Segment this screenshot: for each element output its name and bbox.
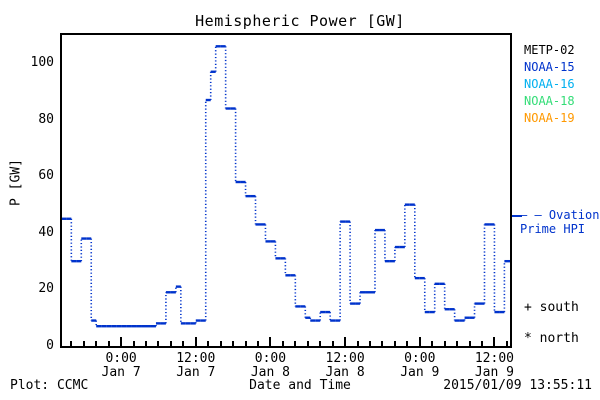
x-tick-minor [207, 341, 210, 346]
x-tick-minor [281, 341, 284, 346]
x-tick-time: 12:00 [474, 351, 514, 366]
x-tick-label: 12:00 Jan 8 [300, 352, 390, 380]
x-tick-minor [443, 341, 446, 346]
timestamp: 2015/01/09 13:55:11 [443, 378, 592, 393]
legend-item-noaa-18: NOAA-18 [524, 94, 575, 108]
x-tick-minor [132, 341, 135, 346]
x-tick-minor [169, 341, 172, 346]
x-tick-minor [294, 341, 297, 346]
x-tick-major [120, 337, 123, 346]
x-tick-minor [406, 341, 409, 346]
x-tick-minor [393, 341, 396, 346]
x-tick-minor [182, 341, 185, 346]
legend-item-metp-02: METP-02 [524, 43, 575, 57]
x-tick-time: 0:00 [105, 351, 137, 366]
page-title: Hemispheric Power [GW] [195, 12, 405, 30]
y-tick-label: 100 [30, 55, 54, 71]
x-tick-minor [82, 341, 85, 346]
ovation-legend: — — Ovation Prime HPI [520, 208, 600, 236]
x-tick-minor [481, 341, 483, 346]
x-tick-date: Jan 7 [176, 365, 216, 380]
x-tick-minor [70, 341, 73, 346]
legend-item-noaa-16: NOAA-16 [524, 77, 575, 91]
x-tick-time: 12:00 [176, 351, 216, 366]
x-tick-minor [257, 341, 259, 346]
x-tick-time: 12:00 [325, 351, 365, 366]
legend-symbol-north: * north [524, 331, 579, 346]
x-tick-date: Jan 8 [325, 365, 365, 380]
y-tick-label: 60 [38, 168, 54, 184]
y-tick-label: 40 [38, 224, 54, 240]
x-tick-date: Jan 9 [474, 365, 514, 380]
x-tick-minor [381, 341, 384, 346]
x-tick-time: 0:00 [254, 351, 287, 366]
x-tick-date: Jan 9 [400, 365, 440, 380]
x-tick-minor [505, 341, 508, 346]
x-tick-minor [244, 341, 247, 346]
y-tick-label: 0 [46, 338, 54, 353]
x-tick-major [344, 337, 347, 346]
x-tick-major [194, 337, 197, 346]
legend-item-noaa-15: NOAA-15 [524, 60, 575, 74]
plot-area [60, 33, 512, 348]
ovation-tick-marker [512, 215, 522, 217]
x-tick-minor [95, 341, 98, 346]
x-tick-label: 12:00 Jan 9 [449, 352, 539, 380]
ovation-legend-line2: Prime HPI [520, 222, 586, 236]
plot-credit: Plot: CCMC [10, 378, 89, 393]
data-series-canvas [62, 45, 510, 328]
x-tick-label: 0:00 Jan 7 [76, 352, 166, 380]
x-tick-minor [107, 341, 110, 346]
x-tick-minor [232, 341, 235, 346]
ovation-legend-line1: — — Ovation [520, 208, 600, 222]
x-tick-date: Jan 7 [101, 365, 141, 380]
x-tick-minor [157, 341, 160, 346]
satellite-legend: METP-02 NOAA-15 NOAA-16 NOAA-18 NOAA-19 [524, 42, 575, 127]
x-tick-label: 0:00 Jan 9 [375, 352, 465, 380]
y-tick-label: 20 [38, 281, 54, 297]
x-tick-label: 0:00 Jan 8 [225, 352, 315, 380]
legend-item-noaa-19: NOAA-19 [524, 111, 575, 125]
x-tick-minor [219, 341, 222, 346]
x-tick-major [269, 337, 272, 346]
x-tick-minor [145, 341, 147, 346]
y-tick-label: 80 [38, 111, 54, 127]
x-tick-minor [306, 341, 309, 346]
x-tick-minor [369, 341, 371, 346]
x-tick-minor [319, 341, 322, 346]
x-tick-minor [431, 341, 434, 346]
x-tick-minor [331, 341, 334, 346]
x-tick-major [493, 337, 496, 346]
x-tick-date: Jan 8 [250, 365, 290, 380]
x-tick-label: 12:00 Jan 7 [151, 352, 241, 380]
x-tick-major [418, 337, 421, 346]
legend-symbol-south: + south [524, 300, 579, 315]
x-tick-time: 0:00 [404, 351, 436, 366]
x-tick-minor [356, 341, 359, 346]
x-tick-minor [468, 341, 471, 346]
x-tick-minor [456, 341, 459, 346]
x-axis-title: Date and Time [249, 378, 351, 393]
